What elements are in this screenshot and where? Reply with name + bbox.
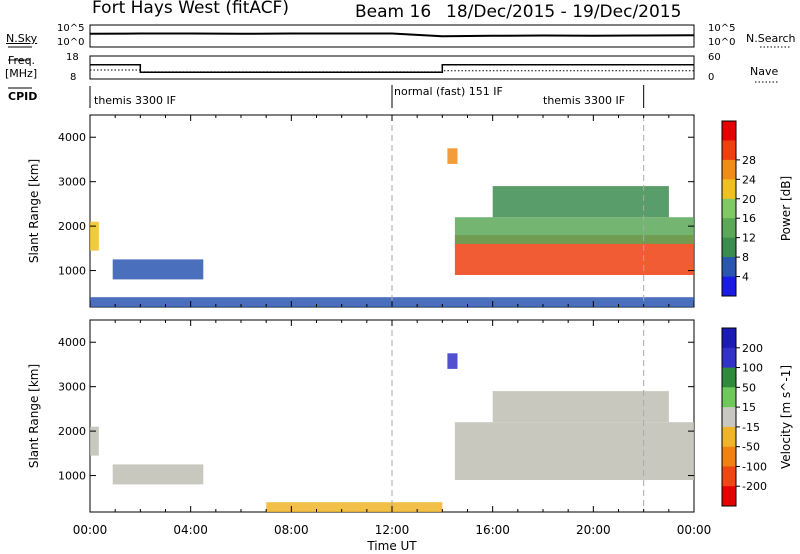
power-ylabel: Slant Range [km] <box>27 159 41 263</box>
xtick-label-5: 20:00 <box>576 523 611 537</box>
velocity-colorbar-segment-7 <box>722 466 736 487</box>
cpid-mode-1: themis 3300 IF <box>94 94 177 107</box>
velocity-scatter-region-4 <box>492 391 669 423</box>
xtick-label-6: 00:00 <box>677 523 712 537</box>
cpid-mode-3: themis 3300 IF <box>543 94 626 107</box>
power-scatter-region-0 <box>90 221 99 251</box>
freq-tick-top: 18 <box>66 52 79 63</box>
nsky-series-line <box>89 32 695 38</box>
velocity-scatter-region-0 <box>90 426 99 456</box>
nave-label: Nave <box>750 65 779 78</box>
velocity-colorbar-label-0: 200 <box>742 342 763 355</box>
velocity-colorbar-title: Velocity [m s^-1] <box>779 365 793 469</box>
power-scatter-region-1 <box>112 259 204 280</box>
power-colorbar-segment-6 <box>722 237 736 258</box>
nave-tick-top: 60 <box>708 52 721 63</box>
velocity-colorbar-label-1: 100 <box>742 362 763 375</box>
xtick-label-1: 04:00 <box>173 523 208 537</box>
power-colorbar-segment-4 <box>722 198 736 219</box>
power-colorbar-label-0: 4 <box>742 271 749 284</box>
power-colorbar-label-2: 12 <box>742 232 756 245</box>
power-colorbar-label-1: 8 <box>742 251 749 264</box>
nsky-tick-top: 10^5 <box>57 23 85 34</box>
power-colorbar-segment-2 <box>722 159 736 180</box>
beam-label: Beam 16 <box>355 2 432 22</box>
freq-unit-label: [MHz] <box>5 67 38 80</box>
nsky-label: N.Sky <box>6 32 38 45</box>
power-colorbar-title: Power [dB] <box>779 176 793 241</box>
xtick-label-0: 00:00 <box>73 523 108 537</box>
power-colorbar-label-5: 24 <box>742 173 756 186</box>
velocity-scatter-region-5 <box>266 502 443 512</box>
nave-series-line <box>90 69 694 73</box>
xtick-label-4: 16:00 <box>475 523 510 537</box>
power-colorbar-segment-5 <box>722 218 736 239</box>
velocity-colorbar-frame <box>721 327 737 507</box>
velocity-colorbar-segment-3 <box>722 387 736 408</box>
power-scatter-region-5 <box>492 186 669 218</box>
freq-panel-frame <box>89 55 695 80</box>
velocity-colorbar-label-5: -50 <box>742 441 760 454</box>
power-ytick-label-0: 1000 <box>58 265 86 278</box>
velocity-ytick-label-2: 3000 <box>58 381 86 394</box>
chart-title: Fort Hays West (fitACF) <box>92 0 289 18</box>
power-colorbar-segment-0 <box>722 121 736 141</box>
power-colorbar-frame <box>721 120 737 297</box>
velocity-colorbar-segment-5 <box>722 426 736 448</box>
power-scatter-region-2 <box>447 148 458 164</box>
power-colorbar-segment-1 <box>722 140 736 161</box>
velocity-scatter-region-1 <box>112 464 204 485</box>
nsearch-tick-top: 10^5 <box>708 23 736 34</box>
nave-tick-bottom: 0 <box>708 72 715 83</box>
velocity-colorbar-label-3: 15 <box>742 401 756 414</box>
velocity-colorbar-segment-6 <box>722 446 736 467</box>
power-ytick-label-1: 2000 <box>58 220 86 233</box>
power-scatter-region-4 <box>454 217 694 244</box>
xtick-label-3: 12:00 <box>375 523 410 537</box>
velocity-ylabel: Slant Range [km] <box>27 364 41 468</box>
velocity-ytick-label-1: 2000 <box>58 425 86 438</box>
freq-tick-bottom: 8 <box>70 72 77 83</box>
power-colorbar-label-3: 16 <box>742 212 756 225</box>
velocity-scatter-region-3 <box>454 422 694 480</box>
velocity-colorbar-segment-2 <box>722 367 736 388</box>
power-ytick-label-2: 3000 <box>58 176 86 189</box>
freq-series-line <box>90 63 694 74</box>
xaxis-label: Time UT <box>366 539 417 553</box>
power-colorbar-label-4: 20 <box>742 193 756 206</box>
velocity-colorbar-segment-4 <box>722 407 736 428</box>
cpid-mode-2: normal (fast) 151 IF <box>394 85 503 98</box>
nsky-tick-bottom: 10^0 <box>57 37 85 48</box>
velocity-colorbar-label-6: -100 <box>742 460 767 473</box>
power-colorbar-segment-7 <box>722 257 736 277</box>
velocity-colorbar-segment-0 <box>722 328 736 349</box>
cpid-label: CPID <box>8 90 38 103</box>
power-colorbar-label-6: 28 <box>742 154 756 167</box>
velocity-ytick-label-3: 4000 <box>58 336 86 349</box>
velocity-colorbar-segment-1 <box>722 347 736 369</box>
date-range: 18/Dec/2015 - 19/Dec/2015 <box>446 2 682 22</box>
velocity-colorbar-label-4: -15 <box>742 421 760 434</box>
velocity-colorbar-label-7: -200 <box>742 480 767 493</box>
nsearch-label: N.Search <box>746 32 796 45</box>
velocity-colorbar-label-2: 50 <box>742 381 756 394</box>
xtick-label-2: 08:00 <box>274 523 309 537</box>
velocity-scatter-region-2 <box>447 353 458 369</box>
power-colorbar-segment-3 <box>722 179 736 200</box>
power-colorbar-segment-8 <box>722 276 736 297</box>
nsearch-tick-bottom: 10^0 <box>708 37 736 48</box>
power-ytick-label-3: 4000 <box>58 131 86 144</box>
velocity-colorbar-segment-8 <box>722 486 736 507</box>
velocity-ytick-label-0: 1000 <box>58 470 86 483</box>
